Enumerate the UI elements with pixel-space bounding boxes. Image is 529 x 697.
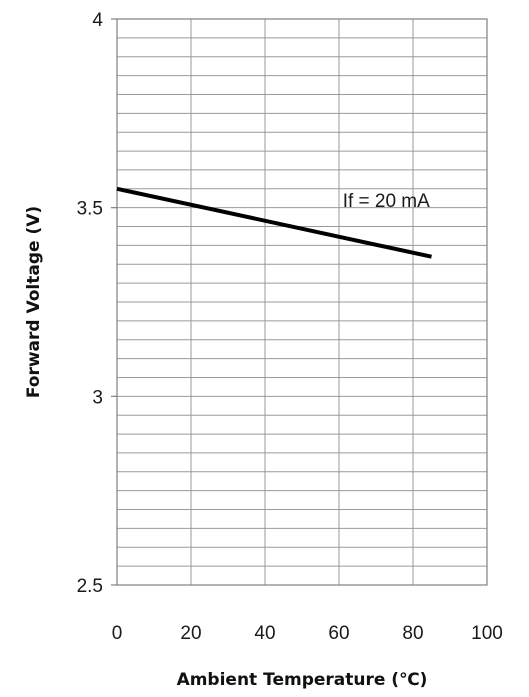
series-line bbox=[116, 186, 432, 259]
series-annotation: If = 20 mA bbox=[343, 191, 430, 212]
grid-layer bbox=[117, 19, 487, 585]
x-tick-label: 60 bbox=[328, 623, 349, 644]
series-layer bbox=[116, 186, 432, 259]
x-axis-title: Ambient Temperature (℃) bbox=[177, 670, 428, 690]
x-tick-labels: 0 20 40 60 80 100 bbox=[112, 623, 503, 644]
y-tick-label: 3.5 bbox=[77, 199, 103, 220]
y-tick-label: 2.5 bbox=[77, 576, 103, 597]
y-tick-labels: 2.5 3 3.5 4 bbox=[77, 10, 117, 597]
x-tick-label: 40 bbox=[254, 623, 275, 644]
y-tick-label: 3 bbox=[92, 387, 103, 408]
y-axis-title: Forward Voltage (V) bbox=[24, 206, 44, 398]
x-tick-label: 0 bbox=[112, 623, 123, 644]
x-tick-label: 20 bbox=[180, 623, 201, 644]
annotations: If = 20 mA bbox=[343, 191, 430, 212]
plot-frame bbox=[116, 18, 488, 586]
x-tick-label: 80 bbox=[402, 623, 423, 644]
x-tick-label: 100 bbox=[471, 623, 503, 644]
y-tick-label: 4 bbox=[92, 10, 103, 31]
